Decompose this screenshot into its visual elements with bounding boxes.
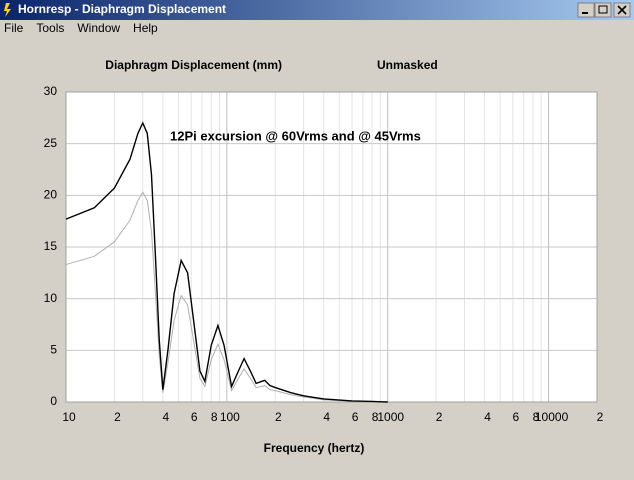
x-tick-label: 2	[114, 410, 121, 424]
window-buttons[interactable]	[577, 2, 631, 18]
x-tick-label: 2	[275, 410, 282, 424]
y-tick-label: 0	[50, 394, 57, 408]
x-tick-label: 8	[372, 410, 379, 424]
y-tick-label: 5	[50, 343, 57, 357]
x-tick-label: 4	[163, 410, 170, 424]
menu-bar: File Tools Window Help	[4, 21, 158, 35]
maximize-icon	[598, 5, 608, 14]
x-tick-label: 4	[323, 410, 330, 424]
menu-item[interactable]: Help	[133, 21, 158, 35]
x-axis-label: Frequency (hertz)	[264, 441, 365, 455]
y-tick-label: 10	[44, 291, 58, 305]
title-bar	[0, 0, 634, 20]
y-tick-label: 30	[44, 84, 58, 98]
x-tick-label: 6	[513, 410, 520, 424]
plot	[65, 91, 598, 403]
chart-subtitle: Unmasked	[377, 58, 438, 72]
menu-item[interactable]: File	[4, 21, 24, 35]
x-tick-label: 100	[220, 410, 240, 424]
x-tick-label: 10	[62, 410, 76, 424]
minimize-button[interactable]	[577, 2, 595, 18]
menu-item[interactable]: Window	[77, 21, 120, 35]
y-tick-label: 20	[44, 188, 58, 202]
app-icon	[4, 3, 11, 17]
x-tick-label: 8	[211, 410, 218, 424]
close-icon	[617, 5, 627, 15]
y-tick-label: 15	[44, 239, 58, 253]
chart-title: Diaphragm Displacement (mm)	[105, 58, 282, 72]
x-tick-label: 6	[191, 410, 198, 424]
x-tick-label: 2	[597, 410, 604, 424]
x-tick-label: 4	[484, 410, 491, 424]
y-tick-label: 25	[44, 136, 58, 150]
x-tick-label: 6	[352, 410, 359, 424]
plot-frame	[65, 91, 598, 403]
menu-item[interactable]: Tools	[36, 21, 64, 35]
x-tick-label: 8	[533, 410, 540, 424]
series-line	[65, 121, 388, 403]
series-line	[65, 191, 388, 403]
x-tick-label: 1000	[377, 410, 404, 424]
maximize-button[interactable]	[594, 2, 612, 18]
x-tick-label: 10000	[535, 410, 569, 424]
x-tick-label: 2	[436, 410, 443, 424]
annotation: 12Pi excursion @ 60Vrms and @ 45Vrms	[170, 128, 421, 143]
window-title: Hornresp - Diaphragm Displacement	[18, 2, 226, 16]
